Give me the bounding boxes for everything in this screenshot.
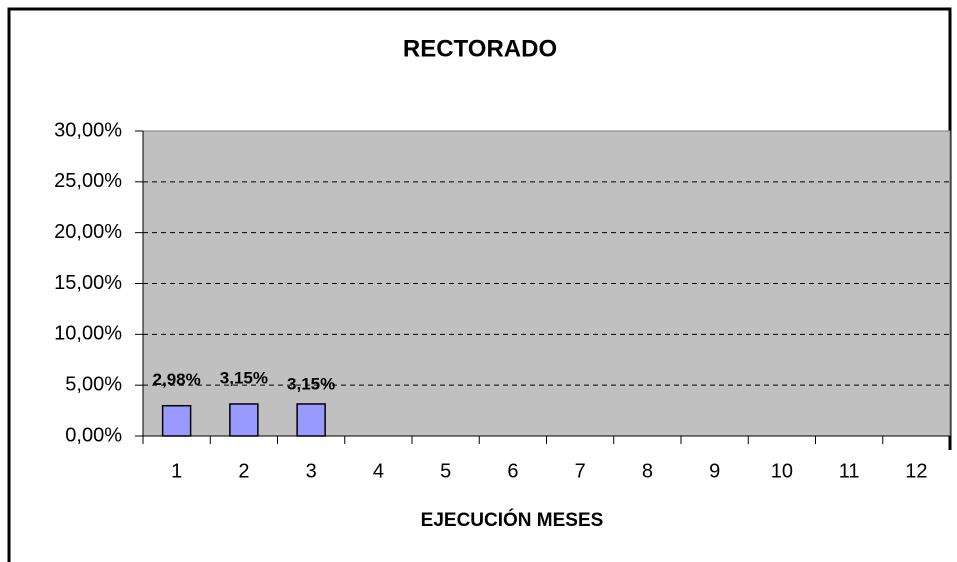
- y-tick-label: 0,00%: [65, 424, 122, 446]
- value-label: 3,15%: [220, 368, 268, 387]
- bar: [296, 403, 326, 437]
- x-tick-label: 12: [905, 460, 927, 482]
- x-tick-label: 9: [709, 460, 720, 482]
- x-tick-label: 1: [171, 460, 182, 482]
- x-tick-label: 7: [575, 460, 586, 482]
- x-tick-label: 2: [238, 460, 249, 482]
- bar: [161, 404, 192, 437]
- chart-title: RECTORADO: [403, 35, 557, 62]
- bar: [229, 403, 259, 437]
- x-tick-label: 3: [306, 460, 317, 482]
- y-tick-label: 30,00%: [54, 119, 122, 141]
- y-tick-label: 5,00%: [65, 373, 122, 395]
- x-tick-label: 8: [642, 460, 653, 482]
- y-tick-label: 25,00%: [54, 170, 122, 192]
- x-tick-label: 6: [507, 460, 518, 482]
- value-label: 3,15%: [287, 374, 335, 393]
- x-tick-label: 5: [440, 460, 451, 482]
- y-tick-label: 10,00%: [54, 323, 122, 345]
- x-tick-label: 10: [771, 460, 793, 482]
- x-axis-label: EJECUCIÓN MESES: [421, 509, 604, 531]
- plot-area: [142, 130, 951, 437]
- y-tick-label: 15,00%: [54, 272, 122, 294]
- y-tick-label: 20,00%: [54, 221, 122, 243]
- x-tick-label: 4: [373, 460, 384, 482]
- value-label: 2,98%: [153, 370, 201, 389]
- x-tick-label: 11: [839, 460, 860, 482]
